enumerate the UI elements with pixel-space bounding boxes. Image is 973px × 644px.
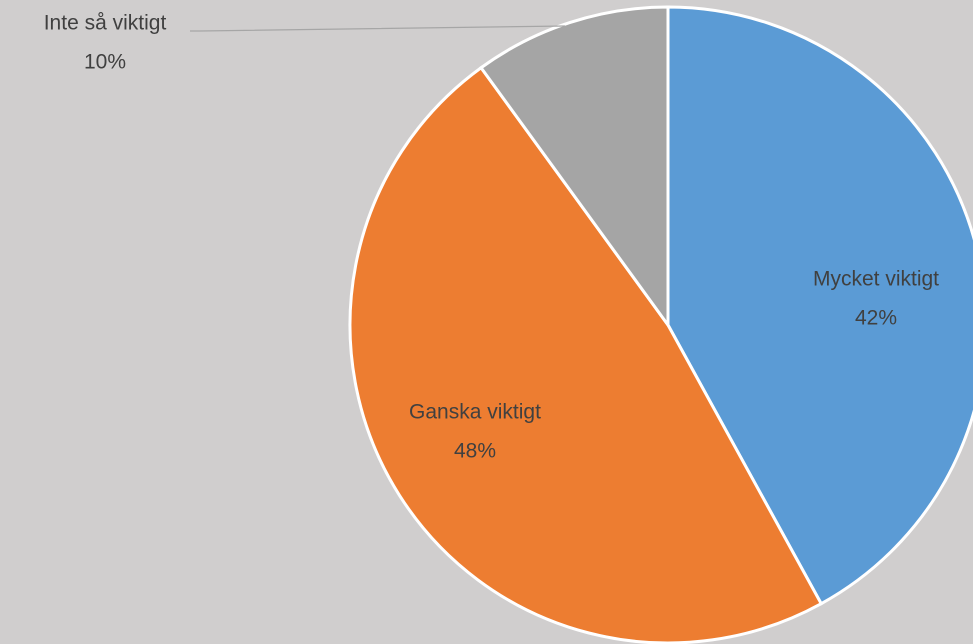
pie-slice: [348, 65, 824, 644]
slice-value-label: 10%: [84, 51, 126, 74]
pie-slice: [478, 5, 670, 330]
slice-value-label: 48%: [454, 440, 496, 463]
pie-slice: [666, 5, 973, 606]
slice-label: Ganska viktigt: [409, 401, 541, 424]
slice-value-label: 42%: [855, 307, 897, 330]
slice-label: Mycket viktigt: [813, 268, 939, 291]
pie: [348, 5, 973, 644]
leader-line: [190, 25, 566, 32]
slice-label: Inte så viktigt: [44, 12, 167, 35]
